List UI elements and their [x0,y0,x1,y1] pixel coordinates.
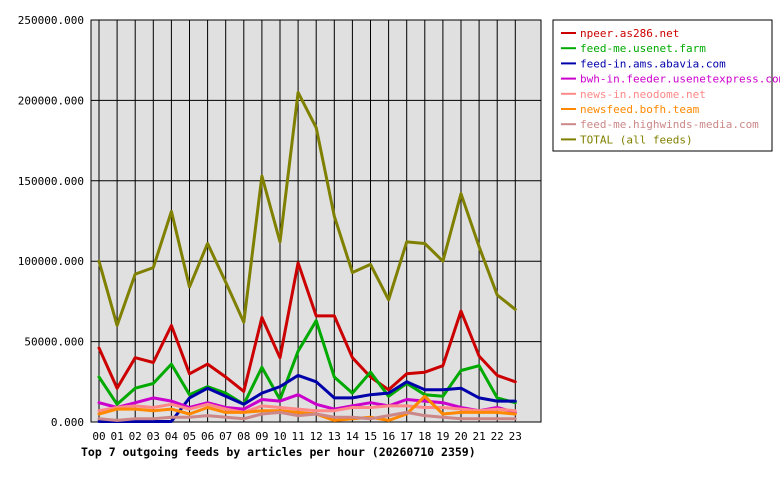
chart-title: Top 7 outgoing feeds by articles per hou… [81,445,476,459]
x-tick-label: 04 [165,430,179,443]
y-axis: 0.000 50000.000 100000.000 150000.000 200000… [18,14,84,429]
legend-label: newsfeed.bofh.team [580,103,700,116]
x-tick-label: 07 [219,430,232,443]
y-tick-label: 150000.000 [18,175,84,188]
legend-label: news-in.neodome.net [580,88,706,101]
x-tick-label: 01 [110,430,123,443]
series-line-6 [97,410,517,422]
series-line-2 [97,373,517,423]
legend-label: npeer.as286.net [580,27,679,40]
y-tick-label: 100000.000 [18,255,84,268]
x-tick-label: 00 [92,430,105,443]
legend-label: feed-me.usenet.farm [580,42,706,55]
series-line-7 [97,90,517,327]
y-tick-label: 0.000 [51,416,84,429]
x-axis: 00 01 02 03 04 05 06 07 08 09 10 11 12 13 14 15 16 17 18 19… [92,430,522,443]
x-tick-label: 17 [400,430,413,443]
x-tick-label: 13 [328,430,341,443]
x-tick-label: 10 [273,430,286,443]
legend-label: feed-in.ams.abavia.com [580,57,726,70]
series-line-3 [97,393,517,414]
y-tick-label: 200000.000 [18,94,84,107]
x-tick-label: 08 [237,430,250,443]
x-tick-label: 03 [147,430,160,443]
x-tick-label: 19 [436,430,449,443]
x-tick-label: 20 [454,430,467,443]
x-tick-label: 11 [291,430,304,443]
y-tick-label: 50000.000 [24,336,84,349]
series-line-1 [97,319,517,406]
x-tick-label: 23 [509,430,522,443]
legend-label: bwh-in.feeder.usenetexpress.com [580,73,780,86]
series-line-0 [97,261,517,393]
x-tick-label: 16 [382,430,395,443]
x-tick-label: 18 [418,430,431,443]
x-tick-label: 06 [201,430,214,443]
series-lines [97,90,517,423]
x-tick-label: 22 [491,430,504,443]
x-tick-label: 12 [310,430,323,443]
grid [91,20,541,422]
legend-label: feed-me.highwinds-media.com [580,118,759,131]
x-tick-label: 14 [346,430,360,443]
legend-box [552,19,773,152]
x-tick-label: 09 [255,430,268,443]
x-tick-label: 21 [472,430,485,443]
x-tick-label: 05 [183,430,196,443]
legend: npeer.as286.net feed-me.usenet.farm feed-i… [552,19,780,152]
series-line-5 [97,394,517,422]
x-tick-label: 15 [364,430,377,443]
y-tick-label: 250000.000 [18,14,84,27]
legend-label: TOTAL (all feeds) [580,133,693,146]
series-line-4 [97,402,517,414]
x-tick-label: 02 [129,430,142,443]
